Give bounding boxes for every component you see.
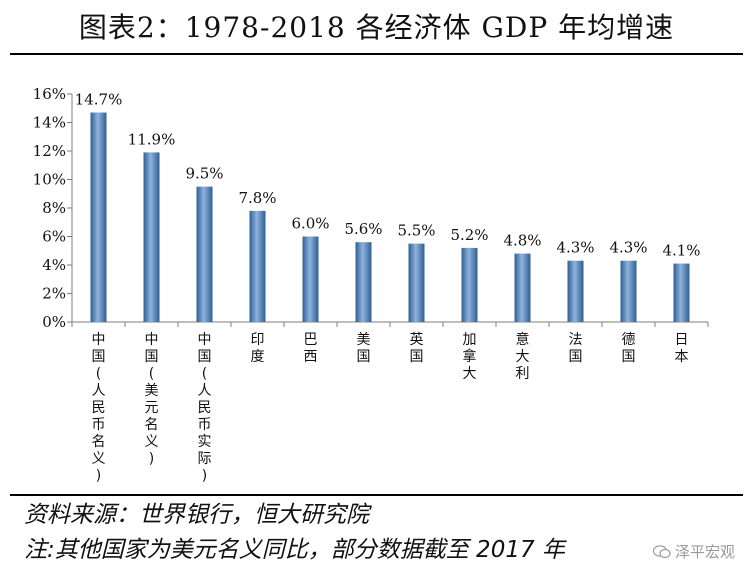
watermark-text: 泽平宏观 (674, 543, 735, 561)
category-label: 法国 (569, 332, 583, 365)
bar (196, 186, 213, 322)
category-label: 中国(人民币名义) (92, 332, 106, 484)
bar (249, 210, 266, 322)
category-label: 德国 (622, 332, 636, 365)
y-tick-label: 10% (33, 171, 66, 189)
y-tick-label: 14% (33, 114, 66, 132)
category-labels: 中国(人民币名义) 中国(美元名义) 中国(人民币实际) 印度 巴西 美国 英国 加拿大 意大利… (92, 331, 689, 484)
wechat-icon (652, 544, 671, 558)
y-tick-label: 4% (42, 256, 66, 274)
category-label: 巴西 (304, 332, 318, 365)
data-label: 4.3% (556, 239, 594, 257)
y-axis: 0% 2% 4% 6% 8% 10% 12% 14% 16% (33, 85, 73, 331)
data-label: 5.2% (450, 226, 488, 244)
y-tick-label: 2% (42, 285, 66, 303)
data-label: 5.6% (344, 220, 382, 238)
bar (673, 263, 690, 322)
data-label: 6.0% (291, 215, 329, 233)
y-tick-label: 16% (33, 85, 66, 103)
chart-title: 图表2：1978-2018 各经济体 GDP 年均增速 (78, 11, 675, 44)
bar (355, 242, 372, 322)
bar (302, 236, 319, 322)
data-label: 4.8% (503, 232, 541, 250)
bar (90, 112, 107, 323)
data-label: 7.8% (238, 189, 276, 207)
watermark: 泽平宏观 (652, 541, 735, 562)
footnotes: 资料来源：世界银行，恒大研究院 注:其他国家为美元名义同比，部分数据截至 201… (24, 498, 744, 568)
category-label: 加拿大 (463, 332, 477, 382)
bar (143, 152, 160, 322)
footer-rule (10, 494, 743, 496)
data-label: 14.7% (75, 91, 123, 109)
data-label: 4.3% (609, 239, 647, 257)
category-label: 中国(人民币实际) (198, 332, 212, 484)
data-note: 注:其他国家为美元名义同比，部分数据截至 2017 年 (24, 537, 565, 563)
x-axis (71, 321, 709, 327)
category-label: 美国 (357, 332, 371, 365)
bar (620, 260, 637, 322)
data-label: 4.1% (662, 242, 700, 260)
data-labels: 14.7% 11.9% 9.5% 7.8% 6.0% 5.6% 5.5% 5.2% 4.8% 4.… (75, 91, 701, 260)
category-label: 中国(美元名义) (145, 332, 159, 467)
y-tick-label: 8% (42, 199, 66, 217)
y-tick-label: 0% (42, 313, 66, 331)
bar (514, 253, 531, 322)
bar (461, 247, 478, 322)
data-label: 5.5% (397, 222, 435, 240)
bar-series (90, 112, 690, 323)
y-tick-label: 12% (33, 142, 66, 160)
y-tick-label: 6% (42, 228, 66, 246)
category-label: 英国 (410, 331, 424, 365)
title-rule (10, 53, 743, 55)
category-label: 日本 (675, 332, 689, 365)
category-label: 意大利 (516, 331, 530, 382)
data-label: 9.5% (185, 165, 223, 183)
data-label: 11.9% (128, 130, 176, 148)
bar (567, 260, 584, 322)
category-label: 印度 (251, 332, 265, 365)
source-note: 资料来源：世界银行，恒大研究院 (24, 502, 369, 528)
bar (408, 243, 425, 322)
